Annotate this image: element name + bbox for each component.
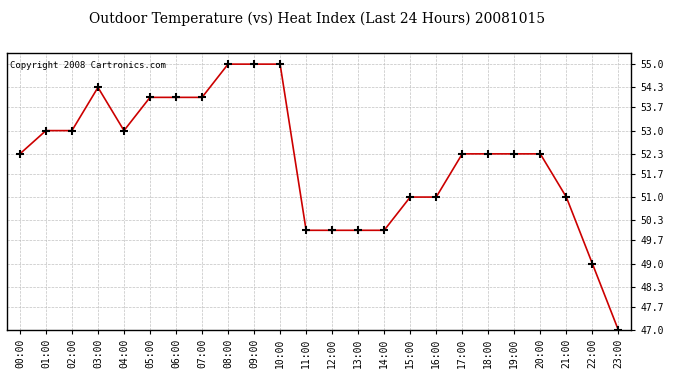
Text: Outdoor Temperature (vs) Heat Index (Last 24 Hours) 20081015: Outdoor Temperature (vs) Heat Index (Las… (89, 11, 546, 26)
Text: Copyright 2008 Cartronics.com: Copyright 2008 Cartronics.com (10, 61, 166, 70)
